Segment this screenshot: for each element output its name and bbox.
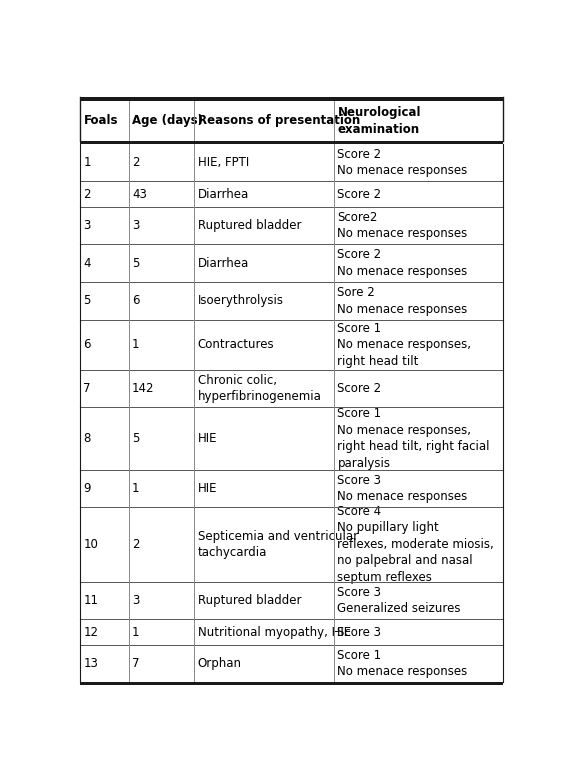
Text: Score 1
No menace responses,
right head tilt, right facial
paralysis: Score 1 No menace responses, right head … [337,407,490,470]
Text: Score 3
No menace responses: Score 3 No menace responses [337,474,468,503]
Text: 6: 6 [84,338,91,351]
Text: Score 2
No menace responses: Score 2 No menace responses [337,249,468,278]
Bar [80,682,503,687]
Text: 43: 43 [132,188,147,201]
Text: Septicemia and ventricular
tachycardia: Septicemia and ventricular tachycardia [198,530,358,559]
Text: HIE: HIE [198,482,217,495]
Text: 1: 1 [132,338,139,351]
Text: HIE: HIE [198,432,217,445]
Text: Neurological
examination: Neurological examination [337,106,421,136]
Text: 2: 2 [84,188,91,201]
Text: Score 3
Generalized seizures: Score 3 Generalized seizures [337,586,461,615]
Text: Score 1
No menace responses,
right head tilt: Score 1 No menace responses, right head … [337,322,472,367]
Text: HIE, FPTI: HIE, FPTI [198,156,249,169]
Bar [80,141,503,144]
Text: 13: 13 [84,657,98,670]
Text: Sore 2
No menace responses: Sore 2 No menace responses [337,286,468,316]
Text: 3: 3 [132,594,139,608]
Text: Age (days): Age (days) [132,114,203,127]
Text: Reasons of presentation: Reasons of presentation [198,114,360,127]
Text: Diarrhea: Diarrhea [198,256,249,270]
Text: Score 2
No menace responses: Score 2 No menace responses [337,148,468,177]
Text: Nutritional myopathy, HIE: Nutritional myopathy, HIE [198,625,351,638]
Text: 8: 8 [84,432,91,445]
Text: 3: 3 [132,219,139,232]
Text: 11: 11 [84,594,98,608]
Text: Score 2: Score 2 [337,188,382,201]
Text: 1: 1 [132,625,139,638]
Text: 10: 10 [84,538,98,551]
Text: 5: 5 [132,256,139,270]
Text: 12: 12 [84,625,98,638]
Text: Contractures: Contractures [198,338,274,351]
Text: 3: 3 [84,219,91,232]
Text: 2: 2 [132,156,139,169]
Text: 4: 4 [84,256,91,270]
Text: 6: 6 [132,294,139,307]
Text: 5: 5 [84,294,91,307]
Text: 142: 142 [132,382,155,395]
Text: Score 1
No menace responses: Score 1 No menace responses [337,649,468,678]
Text: Chronic colic,
hyperfibrinogenemia: Chronic colic, hyperfibrinogenemia [198,373,321,403]
Text: 2: 2 [132,538,139,551]
Bar [80,96,503,101]
Text: Score 2: Score 2 [337,382,382,395]
Text: Score2
No menace responses: Score2 No menace responses [337,211,468,240]
Text: Orphan: Orphan [198,657,242,670]
Text: 5: 5 [132,432,139,445]
Text: Diarrhea: Diarrhea [198,188,249,201]
Text: 1: 1 [132,482,139,495]
Text: Isoerythrolysis: Isoerythrolysis [198,294,284,307]
Text: 7: 7 [84,382,91,395]
Text: Foals: Foals [84,114,118,127]
Text: Score 3: Score 3 [337,625,381,638]
Text: 7: 7 [132,657,139,670]
Text: Ruptured bladder: Ruptured bladder [198,219,301,232]
Text: 9: 9 [84,482,91,495]
Text: Score 4
No pupillary light
reflexes, moderate miosis,
no palpebral and nasal
sep: Score 4 No pupillary light reflexes, mod… [337,505,494,584]
Text: 1: 1 [84,156,91,169]
Text: Ruptured bladder: Ruptured bladder [198,594,301,608]
